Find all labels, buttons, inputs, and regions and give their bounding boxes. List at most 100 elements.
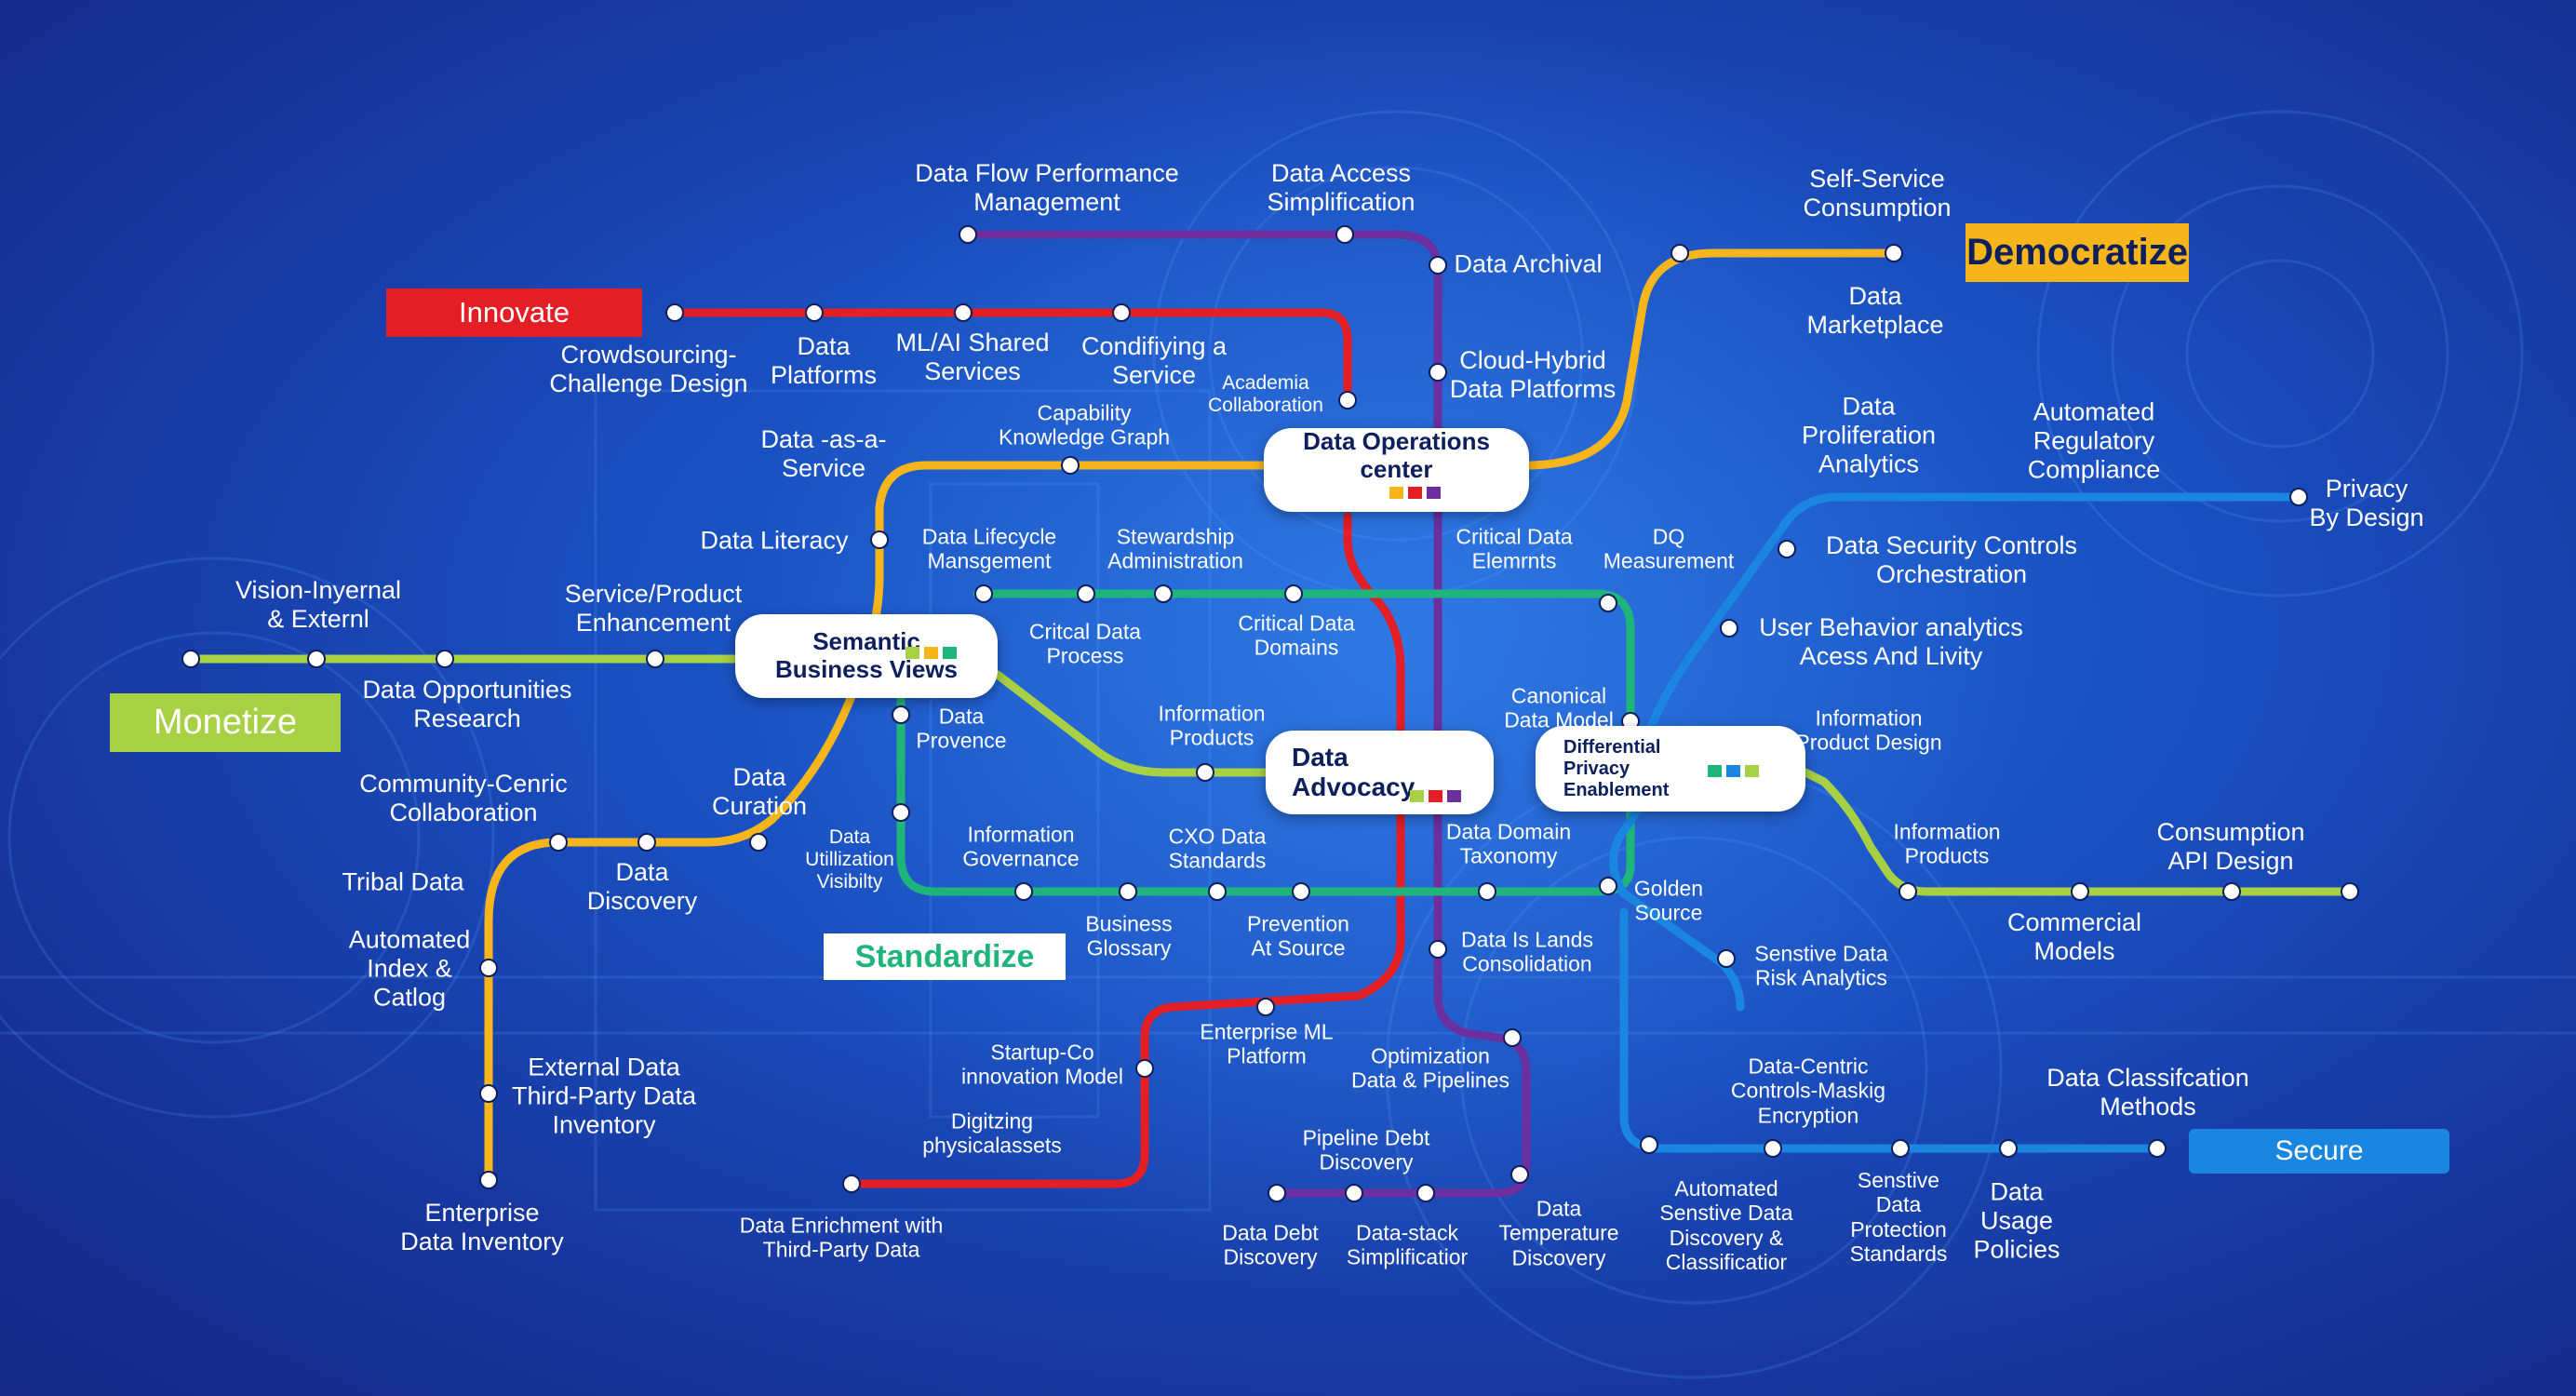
hub-semantic-business-views: Semantic Business Views <box>735 614 998 698</box>
label-optimization: Optimization Data & Pipelines <box>1350 1043 1510 1093</box>
station-dot <box>749 833 768 852</box>
label-data-platforms: Data Platforms <box>770 331 878 389</box>
station-dot <box>1599 594 1617 612</box>
label-sensitive-protection: Senstive Data Protection Standards <box>1849 1168 1948 1267</box>
label-pipeline-debt: Pipeline Debt Discovery <box>1302 1125 1430 1175</box>
station-dot <box>637 833 656 852</box>
route-red <box>670 308 1405 1188</box>
station-dot <box>1999 1139 2018 1158</box>
label-canonical-data-model: Canonical Data Model <box>1504 683 1614 732</box>
label-enterprise-data-inventory: Enterprise Data Inventory <box>400 1198 564 1255</box>
democratize-tag: Democratize <box>1966 223 2189 282</box>
label-business-glossary: Business Glossary <box>1085 911 1173 960</box>
station-dot <box>1014 882 1033 901</box>
station-dot <box>1640 1135 1658 1154</box>
station-dot <box>842 1175 861 1193</box>
label-stewardship: Stewardship Administration <box>1107 524 1243 573</box>
station-dot <box>892 803 910 822</box>
station-dot <box>479 1084 498 1103</box>
hub-data-advocacy: Data Advocacy <box>1266 731 1494 814</box>
station-dot <box>665 303 684 322</box>
hub-label: Differential Privacy Enablement <box>1563 736 1670 800</box>
station-dot <box>2289 488 2308 506</box>
label-mlai-shared-services: ML/AI Shared Services <box>895 328 1050 385</box>
station-dot <box>1478 882 1496 901</box>
station-dot <box>1599 877 1617 895</box>
label-information-products: Information Products <box>1158 701 1266 750</box>
label-prevention-at-source: Prevention At Source <box>1247 911 1349 960</box>
station-dot <box>974 584 993 603</box>
label-data-utilization: Data Utillization Visibilty <box>805 826 894 893</box>
label-enterprise-ml: Enterprise ML Platform <box>1200 1019 1334 1068</box>
station-dot <box>1510 1165 1529 1184</box>
station-dot <box>892 705 910 724</box>
label-digitizing: Digitzing physicalassets <box>922 1108 1062 1158</box>
station-dot <box>646 650 664 668</box>
label-data-usage-policies: Data Usage Policies <box>1973 1177 2060 1264</box>
station-dot <box>1778 540 1796 558</box>
station-dot <box>870 530 889 549</box>
monetize-tag: Monetize <box>110 693 341 752</box>
label-data-centric-controls: Data-Centric Controls-Maskig Encryption <box>1730 1054 1886 1128</box>
label-data-discovery: Data Discovery <box>586 857 698 915</box>
label-user-behavior: User Behavior analytics Acess And Livity <box>1759 612 2023 670</box>
station-dot <box>1077 584 1095 603</box>
label-vision: Vision-Inyernal & Externl <box>235 575 402 633</box>
label-information-product-design: Information Product Design <box>1795 705 1942 755</box>
label-golden-source: Golden Source <box>1633 876 1704 925</box>
label-tribal-data: Tribal Data <box>342 867 464 896</box>
label-commercial-models: Commercial Models <box>2006 907 2142 965</box>
label-cloud-hybrid: Cloud-Hybrid Data Platforms <box>1449 345 1617 403</box>
label-data-classification: Data Classifcation Methods <box>2046 1063 2249 1121</box>
label-data-flow-performance: Data Flow Performance Management <box>915 158 1179 216</box>
hub-label: Data Operations center <box>1303 427 1490 484</box>
label-automated-index: Automated Index & Catlog <box>348 925 471 1012</box>
label-cxo-data-standards: CXO Data Standards <box>1168 824 1267 873</box>
station-dot <box>1196 763 1214 782</box>
station-dot <box>1268 1184 1286 1202</box>
station-dot <box>1885 244 1903 262</box>
station-dot <box>307 650 326 668</box>
label-consumption-api: Consumption API Design <box>2156 817 2305 875</box>
label-self-service-consumption: Self-Service Consumption <box>1803 164 1952 221</box>
label-dq-measurement: DQ Measurement <box>1603 524 1735 573</box>
station-dot <box>1338 391 1357 409</box>
label-data-debt: Data Debt Discovery <box>1222 1220 1319 1269</box>
hub-label: Semantic Business Views <box>774 627 959 683</box>
label-critical-data-domains: Critical Data Domains <box>1238 611 1355 660</box>
label-data-opportunities: Data Opportunities Research <box>362 675 572 732</box>
station-dot <box>1670 244 1689 262</box>
station-dot <box>1256 998 1275 1016</box>
station-dot <box>1345 1184 1363 1202</box>
label-data-temperature: Data Temperature Discovery <box>1498 1196 1619 1270</box>
station-dot <box>1720 619 1738 638</box>
station-dot <box>1429 363 1447 382</box>
station-dot <box>1717 949 1736 968</box>
label-information-governance: Information Governance <box>962 822 1080 871</box>
station-dot <box>181 650 200 668</box>
label-data-proliferation: Data Proliferation Analytics <box>1801 392 1937 478</box>
station-dot <box>1429 940 1447 959</box>
station-dot <box>1284 584 1303 603</box>
station-dot <box>2148 1139 2167 1158</box>
label-data-stack: Data-stack Simplificatior <box>1346 1220 1469 1269</box>
label-condifying-service: Condifiying a Service <box>1080 331 1228 389</box>
station-dot <box>1503 1028 1522 1047</box>
label-capability-knowledge-graph: Capability Knowledge Graph <box>998 400 1171 450</box>
station-dot <box>1429 256 1447 275</box>
station-dot <box>1208 882 1227 901</box>
label-data-lifecycle: Data Lifecycle Mansgement <box>921 524 1057 573</box>
label-critical-data-process: Critcal Data Process <box>1028 619 1142 668</box>
station-dot <box>2341 882 2359 901</box>
route-stops <box>181 225 2359 1202</box>
label-crowdsourcing: Crowdsourcing- Challenge Design <box>549 340 748 397</box>
hub-label: Data Advocacy <box>1292 742 1415 801</box>
station-dot <box>1764 1139 1782 1158</box>
hub-data-operations-center: Data Operations center. <box>1264 427 1529 512</box>
station-dot <box>1119 882 1137 901</box>
label-privacy-by-design: Privacy By Design <box>2309 474 2424 531</box>
station-dot <box>436 650 454 668</box>
innovate-tag: Innovate <box>386 289 642 337</box>
station-dot <box>1898 882 1917 901</box>
label-external-data: External Data Third-Party Data Inventory <box>511 1053 697 1139</box>
